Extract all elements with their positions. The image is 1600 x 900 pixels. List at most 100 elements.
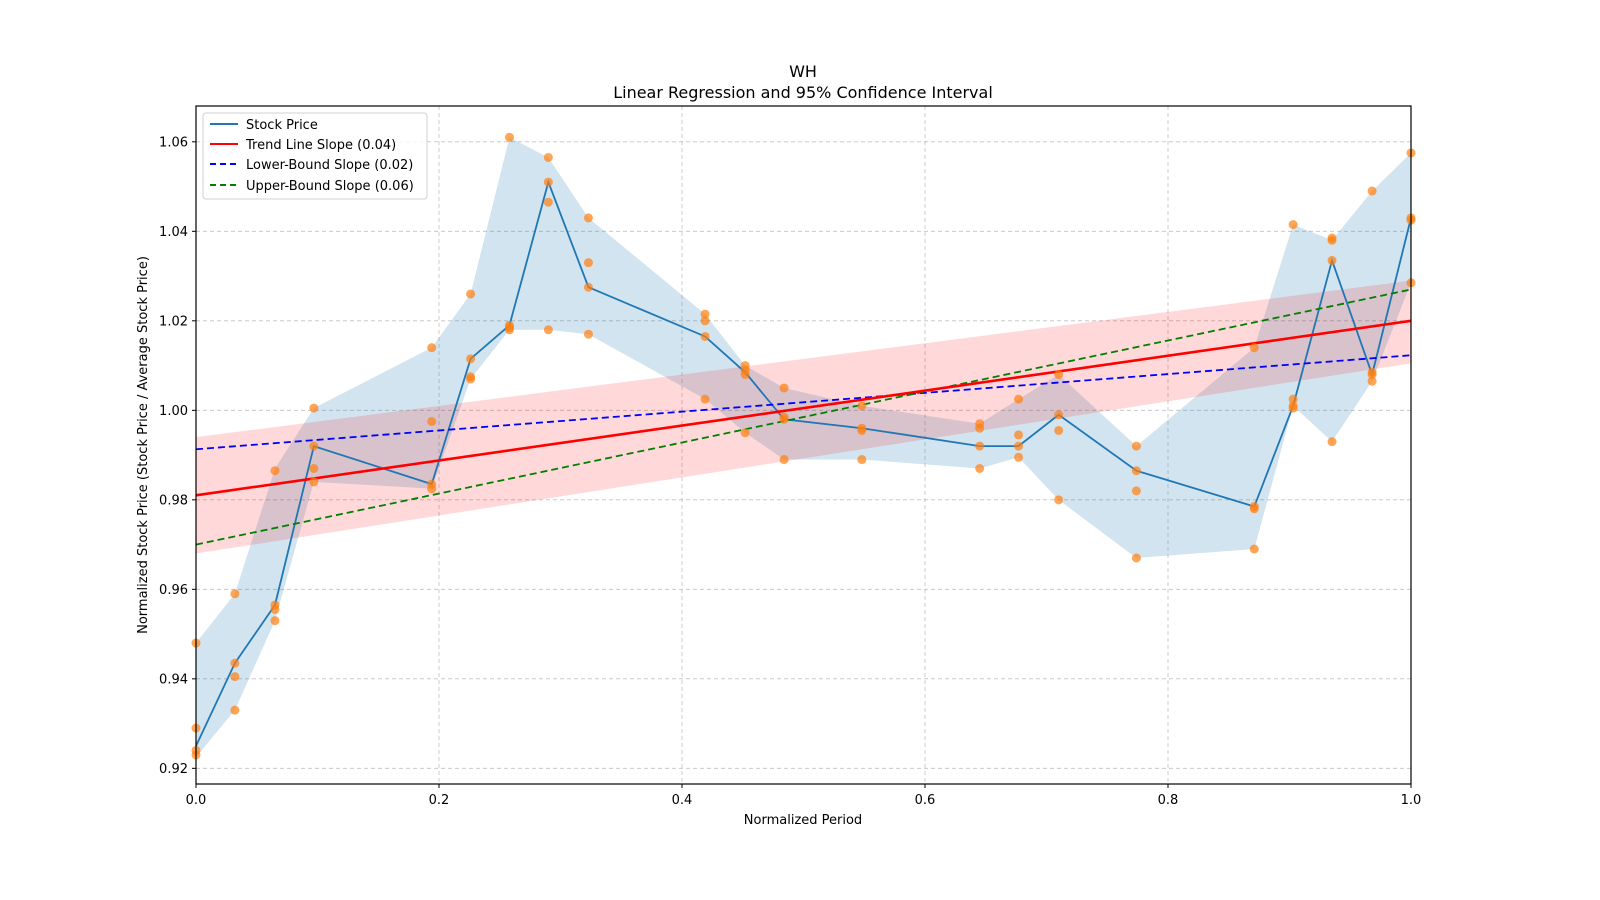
chart-subtitle: Linear Regression and 95% Confidence Int… [613,83,993,102]
scatter-point [1327,437,1337,447]
series-lines [195,179,1412,747]
scatter-point [270,604,280,614]
y-tick-label: 0.94 [159,672,188,687]
scatter-point [740,370,750,380]
scatter-point [1367,186,1377,196]
stock-price-band [196,137,1411,758]
y-tick-label: 1.00 [159,404,188,419]
scatter-point [700,309,710,319]
scatter-point [466,354,476,364]
scatter-point [1288,403,1298,413]
y-tick-label: 1.02 [159,314,188,329]
scatter-point [230,658,240,668]
scatter-point [740,428,750,438]
trend-line [195,319,1412,497]
scatter-point [543,325,553,335]
scatter-point [1288,220,1298,230]
x-tick-label: 0.6 [915,793,936,808]
scatter-point [583,258,593,268]
scatter-point [543,177,553,187]
y-tick-label: 0.98 [159,493,188,508]
scatter-point [700,394,710,404]
legend-label-upper: Upper-Bound Slope (0.06) [246,179,414,194]
scatter-point [230,672,240,682]
scatter-point [857,425,867,435]
legend-label-trend: Trend Line Slope (0.04) [245,138,396,153]
y-axis-ticks: 0.92 0.94 0.96 0.98 1.00 1.02 1.04 1.06 [159,135,196,777]
x-tick-label: 0.0 [186,793,207,808]
scatter-point [309,441,319,451]
scatter-point [1054,425,1064,435]
scatter-point [975,463,985,473]
scatter-point [1014,430,1024,440]
scatter-point [543,197,553,207]
scatter-point [1367,370,1377,380]
y-tick-label: 1.04 [159,225,188,240]
scatter-point [309,477,319,487]
y-tick-label: 0.96 [159,583,188,598]
scatter-point [1249,504,1259,514]
scatter-point [975,423,985,433]
scatter-point [1131,466,1141,476]
scatter-point [427,417,437,427]
upper-bound-line [195,288,1412,546]
scatter-point [427,343,437,353]
scatter-point [779,455,789,465]
x-tick-label: 0.2 [429,793,450,808]
scatter-point [504,323,514,333]
scatter-point [1249,343,1259,353]
plot-frame [195,105,1412,785]
scatter-point [1014,394,1024,404]
scatter-point [583,282,593,292]
legend: Stock Price Trend Line Slope (0.04) Lowe… [202,112,428,200]
legend-label-lower: Lower-Bound Slope (0.02) [246,158,413,173]
x-tick-label: 1.0 [1401,793,1422,808]
scatter-point [1054,495,1064,505]
scatter-point [583,329,593,339]
scatter-point [309,463,319,473]
scatter-point [1054,370,1064,380]
scatter-point [466,289,476,299]
scatter-point [1327,255,1337,265]
lower-bound-line [195,354,1412,451]
scatter-point [700,331,710,341]
scatter-point [1054,410,1064,420]
scatter-point [230,589,240,599]
stock-price-line [195,179,1412,747]
scatter-point [270,466,280,476]
scatter-point [1131,441,1141,451]
scatter-point [1014,441,1024,451]
y-tick-label: 1.06 [159,135,188,150]
scatter-point [700,316,710,326]
x-tick-label: 0.4 [672,793,693,808]
x-axis-ticks: 0.0 0.2 0.4 0.6 0.8 1.0 [186,784,1422,808]
scatter-point [1131,486,1141,496]
scatter-point [1249,544,1259,554]
scatter-point [583,213,593,223]
scatter-point [230,705,240,715]
scatter-point [466,374,476,384]
scatter-point [309,403,319,413]
y-axis-label: Normalized Stock Price (Stock Price / Av… [136,256,151,634]
scatter-points [191,132,1416,760]
x-axis-label: Normalized Period [744,813,862,828]
scatter-point [975,441,985,451]
scatter-point [427,484,437,494]
scatter-point [857,401,867,411]
chart-title: WH [789,62,817,81]
scatter-point [543,152,553,162]
scatter-point [1131,553,1141,563]
confidence-bands [196,137,1411,758]
legend-box [202,112,428,200]
scatter-point [1327,235,1337,245]
scatter-point [1014,452,1024,462]
scatter-point [1288,394,1298,404]
legend-label-stock: Stock Price [246,118,318,133]
x-tick-label: 0.8 [1158,793,1179,808]
scatter-point [504,132,514,142]
scatter-point [1367,376,1377,386]
scatter-point [270,616,280,626]
y-tick-label: 0.92 [159,762,188,777]
scatter-point [779,383,789,393]
